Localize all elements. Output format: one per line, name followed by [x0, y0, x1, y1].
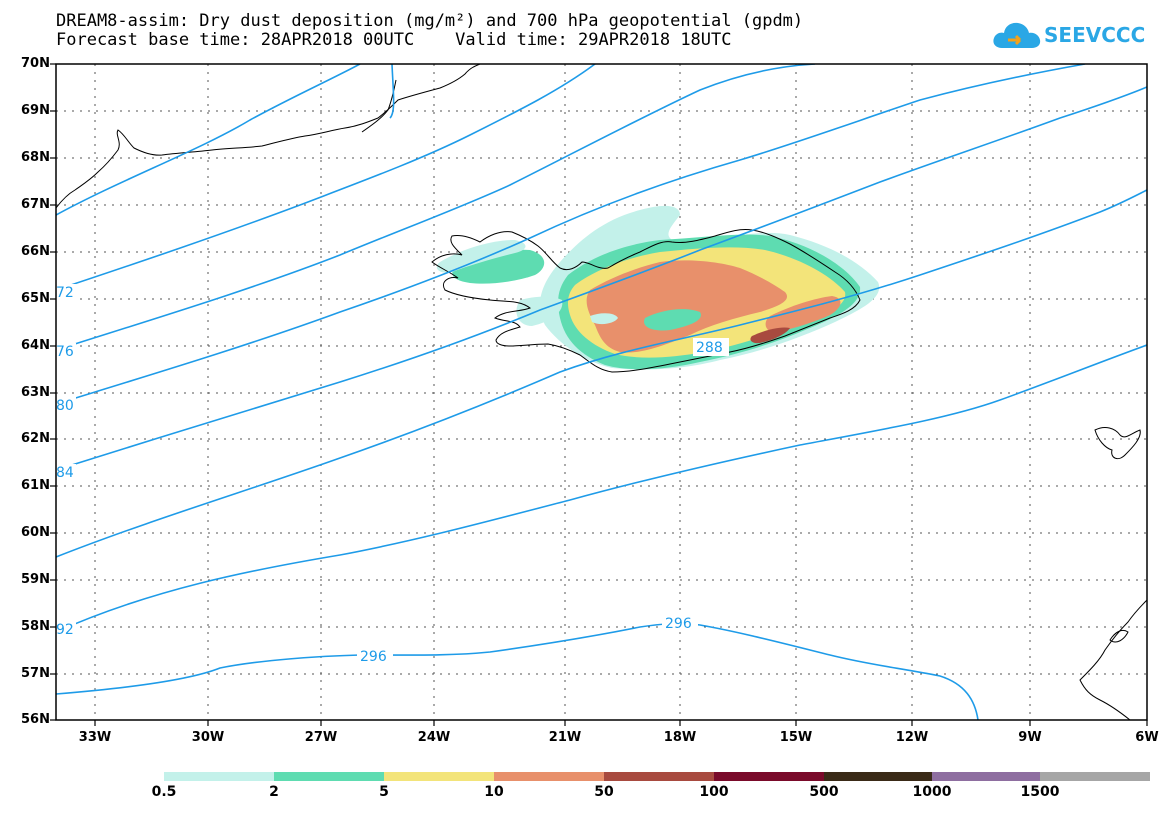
legend-label: 100 [699, 784, 729, 800]
lat-label: 63N [21, 385, 50, 400]
legend-swatch [384, 772, 494, 781]
dust-west-light [516, 296, 563, 326]
lat-label: 68N [21, 150, 50, 165]
dust-layer-10 [586, 260, 788, 353]
contour-labels: 72 76 80 84 92 288 296 296 [56, 284, 729, 665]
contour-label-92: 92 [56, 622, 74, 638]
legend-swatch [604, 772, 714, 781]
plot-frame [55, 63, 1148, 721]
lon-label: 6W [1135, 730, 1159, 745]
lat-label: 69N [21, 103, 50, 118]
forecast-time-subtitle: Forecast base time: 28APR2018 00UTC Vali… [56, 30, 732, 50]
graticule [56, 64, 1147, 720]
legend-label: 5 [379, 784, 389, 800]
legend-swatch [164, 772, 274, 781]
lat-label: 64N [21, 338, 50, 353]
legend-swatch [714, 772, 824, 781]
contour-label-296-west: 296 [360, 649, 387, 665]
lat-label: 57N [21, 666, 50, 681]
contour-292 [56, 344, 1147, 633]
lat-label: 66N [21, 244, 50, 259]
lon-label: 24W [417, 730, 451, 745]
scotland-islands-coastline [1109, 629, 1129, 643]
legend-swatch [494, 772, 604, 781]
cloud-logo-icon [993, 22, 1041, 48]
contour-label-80: 80 [56, 398, 74, 414]
legend-label: 50 [594, 784, 614, 800]
dust-layer-50 [750, 327, 790, 344]
lat-label: 61N [21, 478, 50, 493]
lat-label: 56N [21, 712, 50, 727]
legend-label: 1000 [912, 784, 952, 800]
lon-label: 30W [191, 730, 225, 745]
lon-label: 12W [895, 730, 929, 745]
legend-label: 10 [484, 784, 504, 800]
lon-label: 27W [304, 730, 338, 745]
contour-288 [56, 189, 1147, 558]
lat-label: 59N [21, 572, 50, 587]
dust-layer-10-east [765, 296, 841, 333]
faroe-islands-coastline [1094, 427, 1141, 460]
contour-280 [56, 64, 1086, 405]
dust-layer-2-inner [644, 309, 701, 331]
legend-label: 0.5 [151, 784, 177, 800]
lat-label: 65N [21, 291, 50, 306]
lat-label: 67N [21, 197, 50, 212]
dust-layer-0.5-patch [590, 313, 618, 325]
contour-label-72: 72 [56, 285, 74, 301]
seevccc-logo: SEEVCCC [992, 14, 1146, 58]
dust-westfjords [452, 249, 545, 284]
lat-label: 62N [21, 431, 50, 446]
iceland-coastline [431, 229, 861, 373]
axis-ticks [50, 63, 1148, 726]
coastlines [56, 64, 1147, 720]
contour-268 [56, 64, 361, 216]
lon-label: 15W [779, 730, 813, 745]
lon-label: 18W [663, 730, 697, 745]
legend-swatch [932, 772, 1040, 781]
greenland-coastline [56, 64, 481, 209]
scotland-coastline [1079, 599, 1147, 720]
lon-label: 33W [78, 730, 112, 745]
legend-label: 500 [809, 784, 839, 800]
lon-label: 9W [1018, 730, 1042, 745]
contour-label-84: 84 [56, 465, 74, 481]
contour-label-288: 288 [696, 340, 723, 356]
greenland-coastline-north [361, 79, 397, 133]
lon-label: 21W [548, 730, 582, 745]
legend-label: 1500 [1020, 784, 1060, 800]
contour-label-296-east: 296 [665, 616, 692, 632]
contour-label-76: 76 [56, 344, 74, 360]
geopotential-contours [56, 64, 1147, 720]
logo-text: SEEVCCC [1044, 23, 1146, 47]
contour-284 [56, 86, 1147, 471]
lat-label: 60N [21, 525, 50, 540]
contour-272 [56, 64, 596, 291]
contour-264 [389, 64, 395, 119]
contour-276 [56, 64, 816, 351]
lat-label: 58N [21, 619, 50, 634]
legend-swatch [274, 772, 384, 781]
legend-swatch [1040, 772, 1150, 781]
legend-swatch [824, 772, 932, 781]
contour-296 [56, 622, 979, 720]
map-title: DREAM8-assim: Dry dust deposition (mg/m²… [56, 11, 804, 31]
lat-label: 70N [21, 56, 50, 71]
dust-westfjords-light [436, 240, 526, 273]
legend-label: 2 [269, 784, 279, 800]
